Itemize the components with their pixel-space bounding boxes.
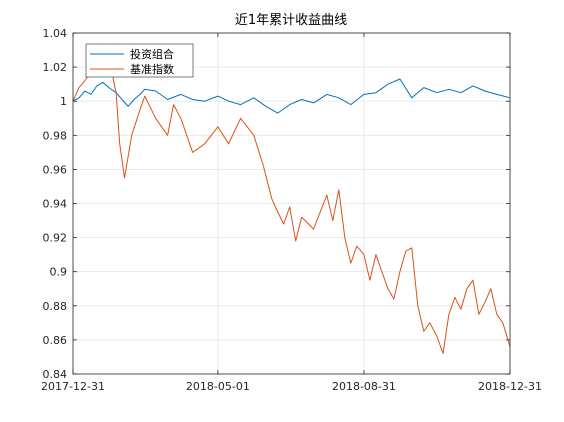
chart-title: 近1年累计收益曲线: [235, 13, 347, 28]
y-tick-label: 0.86: [43, 334, 68, 347]
legend-box: [85, 43, 194, 78]
x-tick-label: 2018-05-01: [186, 380, 250, 393]
y-tick-label: 1.04: [43, 27, 68, 40]
y-tick-label: 0.88: [43, 300, 68, 313]
benchmark-line: [72, 58, 511, 354]
ticks: 0.84 0.86 0.88 0.9 0.92 0.94 0.96 0.98 1 1.02 1.04…: [41, 27, 542, 393]
y-tick-label: 1: [60, 95, 67, 108]
y-tick-label: 0.94: [43, 198, 68, 211]
y-tick-label: 0.96: [43, 163, 68, 176]
legend: 投资组合 基准指数: [85, 43, 194, 78]
y-tick-label: 0.92: [43, 232, 68, 245]
legend-label-benchmark: 基准指数: [130, 62, 174, 76]
x-tick-label: 2018-12-31: [478, 380, 542, 393]
series-layer: [72, 58, 511, 354]
y-tick-label: 0.9: [50, 266, 68, 279]
y-tick-label: 0.98: [43, 129, 68, 142]
y-tick-label: 1.02: [43, 61, 68, 74]
x-tick-label: 2018-08-31: [332, 380, 396, 393]
legend-label-portfolio: 投资组合: [130, 47, 174, 61]
x-tick-label: 2017-12-31: [41, 380, 105, 393]
y-tick-label: 0.84: [43, 368, 68, 381]
